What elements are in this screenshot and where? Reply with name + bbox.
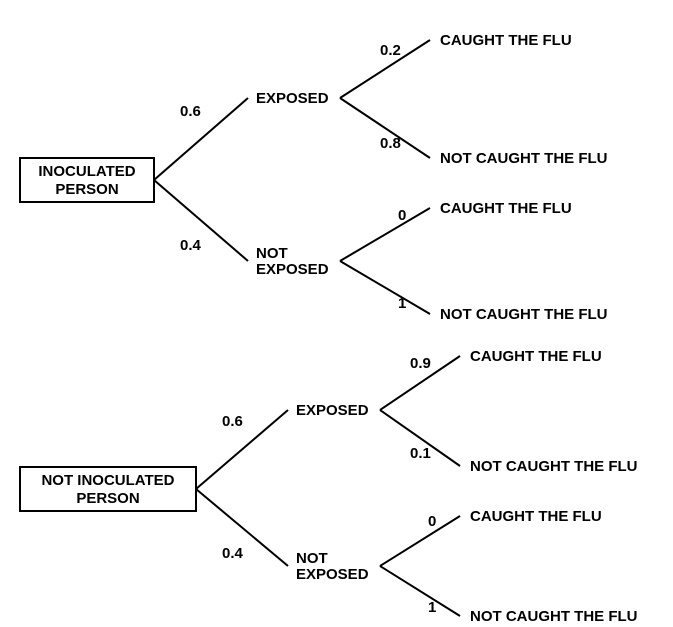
root-label1-0: INOCULATED xyxy=(38,163,135,180)
prob-l2-1-1-0: 0 xyxy=(428,513,436,530)
leaf-0-0-1: NOT CAUGHT THE FLU xyxy=(440,150,607,167)
prob-l2-0-1-1: 1 xyxy=(398,295,406,312)
leaf-0-0-0: CAUGHT THE FLU xyxy=(440,32,572,49)
leaf-1-0-1: NOT CAUGHT THE FLU xyxy=(470,458,637,475)
node-l1-0-1-1: EXPOSED xyxy=(256,261,329,278)
leaf-1-1-1: NOT CAUGHT THE FLU xyxy=(470,608,637,625)
leaf-1-1-0: CAUGHT THE FLU xyxy=(470,508,602,525)
prob-l2-1-0-1: 0.1 xyxy=(410,445,431,462)
edge-l2-1-1-0 xyxy=(380,516,460,566)
edge-l2-0-1-0 xyxy=(340,208,430,261)
node-l1-0-0-0: EXPOSED xyxy=(256,90,329,107)
prob-l2-1-1-1: 1 xyxy=(428,599,436,616)
prob-l1-0-0: 0.6 xyxy=(180,103,201,120)
edge-l2-0-1-1 xyxy=(340,261,430,314)
root-label2-1: PERSON xyxy=(76,490,139,507)
root-label1-1: NOT INOCULATED xyxy=(41,472,174,489)
leaf-1-0-0: CAUGHT THE FLU xyxy=(470,348,602,365)
prob-l1-1-1: 0.4 xyxy=(222,545,244,562)
prob-l2-0-0-0: 0.2 xyxy=(380,42,401,59)
leaf-0-1-1: NOT CAUGHT THE FLU xyxy=(440,306,607,323)
node-l1-1-1-0: NOT xyxy=(296,550,328,567)
prob-l1-1-0: 0.6 xyxy=(222,413,243,430)
prob-l2-0-0-1: 0.8 xyxy=(380,135,401,152)
node-l1-1-1-1: EXPOSED xyxy=(296,566,369,583)
node-l1-0-1-0: NOT xyxy=(256,245,288,262)
leaf-0-1-0: CAUGHT THE FLU xyxy=(440,200,572,217)
prob-l2-1-0-0: 0.9 xyxy=(410,355,431,372)
prob-l1-0-1: 0.4 xyxy=(180,237,202,254)
edge-l1-0-0 xyxy=(154,98,248,180)
root-label2-0: PERSON xyxy=(55,181,118,198)
edge-l1-0-1 xyxy=(154,180,248,261)
edge-l2-1-1-1 xyxy=(380,566,460,616)
prob-l2-0-1-0: 0 xyxy=(398,207,406,224)
node-l1-1-0-0: EXPOSED xyxy=(296,402,369,419)
